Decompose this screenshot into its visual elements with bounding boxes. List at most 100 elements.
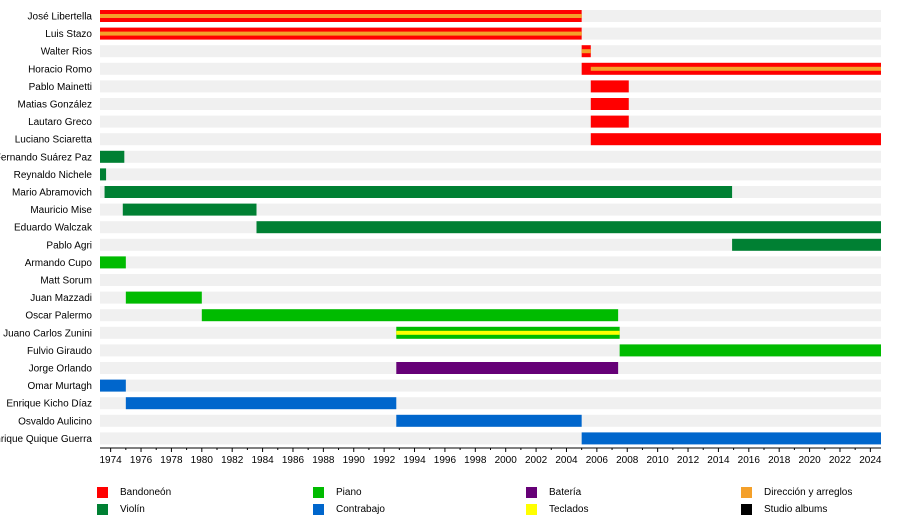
x-tick-label: 1984 — [251, 455, 274, 466]
row-background — [100, 168, 881, 181]
legend-item: Dirección y arreglos — [741, 484, 852, 500]
period-bar — [396, 414, 582, 427]
member-label: Omar Murtagh — [28, 381, 92, 392]
x-tick-label: 2020 — [798, 455, 821, 466]
x-tick-label: 1996 — [434, 455, 457, 466]
period-bar — [104, 186, 733, 198]
period-bar — [581, 432, 881, 445]
member-label: Mario Abramovich — [12, 188, 92, 199]
legend-label: Contrabajo — [336, 503, 385, 515]
member-label: Reynaldo Nichele — [14, 170, 93, 181]
x-tick-label: 1990 — [343, 455, 366, 466]
period-bar — [396, 362, 619, 374]
member-label: Eduardo Walczak — [14, 223, 93, 234]
member-label: Armando Cupo — [25, 258, 93, 269]
period-bar — [590, 80, 629, 93]
member-label: Fernando Suárez Paz — [0, 152, 92, 163]
member-label: Enrique Kicho Díaz — [6, 399, 92, 410]
member-label: Juan Mazzadi — [30, 293, 92, 304]
period-bar — [100, 168, 107, 181]
period-bar — [100, 256, 126, 269]
period-bar — [590, 133, 881, 146]
legend-item: Batería — [526, 484, 581, 500]
member-label: Osvaldo Aulicino — [18, 416, 92, 427]
member-label: Horacio Romo — [28, 64, 92, 75]
legend-swatch — [526, 486, 537, 498]
member-label: Matias González — [18, 100, 92, 111]
legend-swatch — [313, 486, 324, 498]
member-label: Enrique Quique Guerra — [0, 434, 92, 445]
member-label: Matt Sorum — [40, 276, 92, 287]
period-bar — [590, 115, 629, 128]
member-labels: José Libertella Luis Stazo Walter Rios Hora… — [0, 12, 93, 445]
row-background — [100, 80, 881, 93]
legend-label: Teclados — [549, 503, 589, 515]
x-tick-label: 2002 — [525, 455, 548, 466]
row-background — [100, 274, 881, 286]
row-background — [100, 291, 881, 304]
x-tick-label: 2018 — [768, 455, 791, 466]
x-tick-label: 2022 — [829, 455, 852, 466]
member-label: Luis Stazo — [45, 29, 92, 40]
secondary-role-stripe — [581, 49, 591, 54]
x-tick-label: 1980 — [191, 455, 214, 466]
x-tick-label: 2024 — [859, 455, 882, 466]
x-tick-label: 1998 — [464, 455, 487, 466]
legend-item: Contrabajo — [313, 501, 385, 517]
legend-item: Piano — [313, 484, 362, 500]
legend-label: Bandoneón — [120, 486, 172, 498]
member-label: Luciano Sciaretta — [15, 135, 93, 146]
legend-item: Bandoneón — [97, 484, 171, 500]
member-label: Oscar Palermo — [25, 311, 92, 322]
x-tick-label: 1978 — [160, 455, 183, 466]
member-label: Lautaro Greco — [28, 117, 92, 128]
member-label: Jorge Orlando — [29, 364, 93, 375]
period-bar — [100, 379, 126, 392]
x-tick-label: 2016 — [738, 455, 761, 466]
legend-label: Violín — [120, 503, 145, 515]
row-background — [100, 238, 881, 251]
x-tick-label: 1994 — [403, 455, 426, 466]
member-label: Mauricio Mise — [30, 205, 92, 216]
member-label: Juano Carlos Zunini — [3, 328, 92, 339]
x-tick-label: 2008 — [616, 455, 639, 466]
x-tick-label: 1974 — [100, 455, 123, 466]
band-timeline-chart: José Libertella Luis Stazo Walter Rios Hora… — [0, 10, 882, 466]
row-background — [100, 98, 881, 110]
legend-swatch — [741, 486, 752, 498]
legend-label: Studio albums — [764, 503, 828, 515]
legend-item: Studio albums — [741, 501, 827, 517]
x-tick-label: 1992 — [373, 455, 396, 466]
member-label: Walter Rios — [41, 47, 92, 58]
period-bar — [125, 397, 397, 410]
period-bar — [590, 98, 629, 110]
legend-swatch — [526, 503, 537, 515]
legend-label: Dirección y arreglos — [764, 486, 853, 498]
row-background — [100, 45, 881, 58]
row-background — [100, 203, 881, 216]
x-tick-label: 1988 — [312, 455, 335, 466]
member-label: José Libertella — [28, 12, 93, 23]
period-bar — [201, 309, 619, 322]
x-tick-label: 2012 — [677, 455, 700, 466]
x-tick-label: 2010 — [647, 455, 670, 466]
row-background — [100, 256, 881, 269]
x-tick-label: 2004 — [555, 455, 578, 466]
period-bar — [256, 221, 881, 234]
period-bar — [732, 238, 881, 251]
row-background — [100, 150, 881, 163]
row-background — [100, 379, 881, 392]
period-bar — [619, 344, 881, 357]
legend-item: Violín — [97, 501, 145, 517]
member-label: Pablo Agri — [46, 240, 92, 251]
x-tick-label: 2014 — [707, 455, 730, 466]
legend-swatch — [97, 486, 108, 498]
x-tick-label: 2000 — [495, 455, 518, 466]
secondary-role-stripe — [590, 66, 881, 71]
x-tick-label: 2006 — [586, 455, 609, 466]
x-tick-label: 1982 — [221, 455, 244, 466]
secondary-role-stripe — [396, 330, 620, 335]
secondary-role-stripe — [100, 14, 582, 18]
row-background — [100, 115, 881, 128]
secondary-role-stripe — [100, 31, 582, 36]
